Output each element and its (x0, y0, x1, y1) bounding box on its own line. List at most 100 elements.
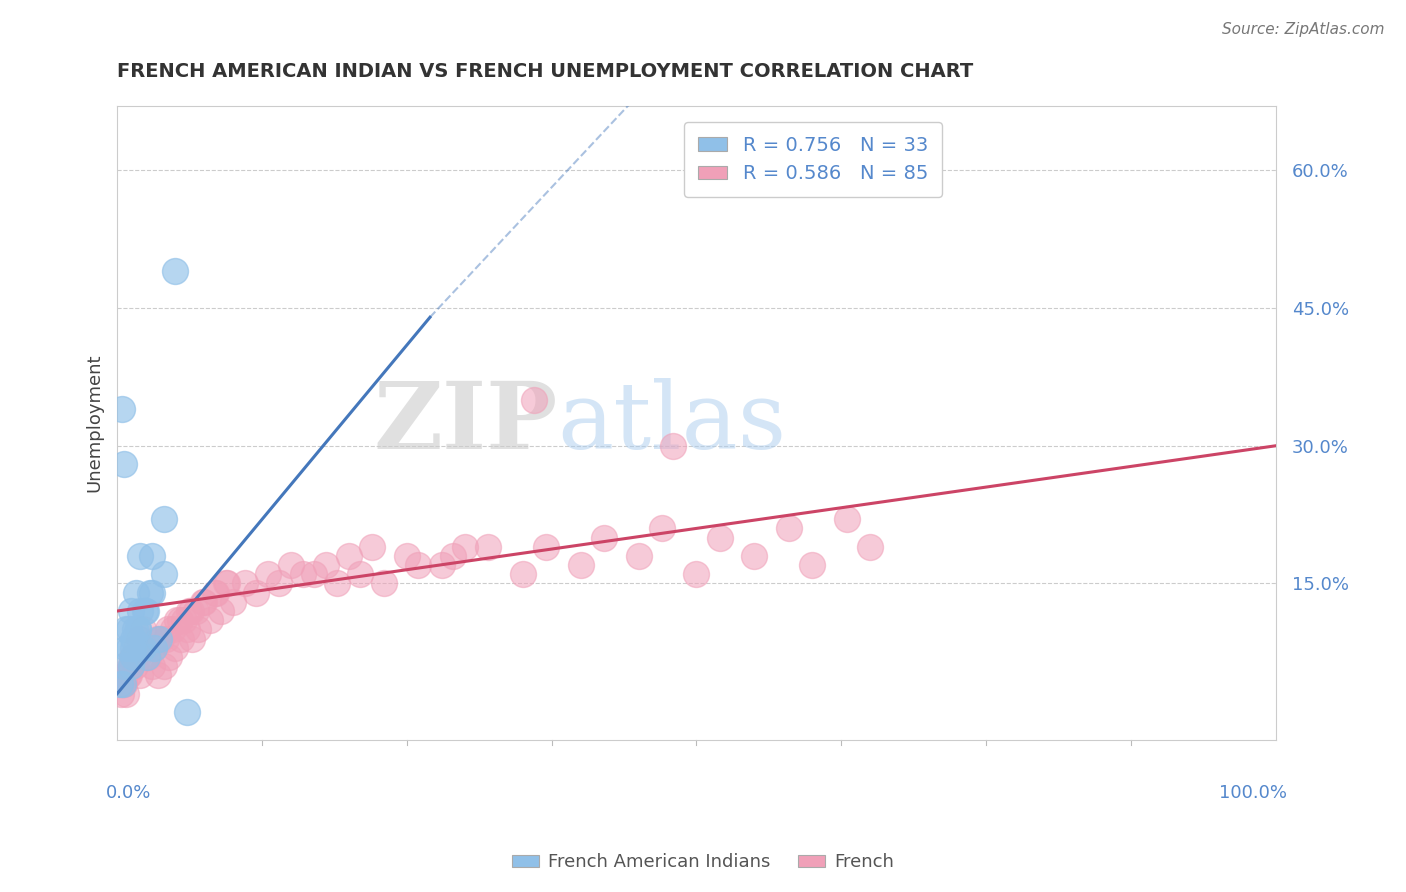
Point (131, 623, 153, 637)
Y-axis label: Unemployment: Unemployment (86, 353, 103, 492)
Point (117, 668, 139, 682)
Point (150, 632, 173, 646)
Point (180, 604, 202, 618)
Point (110, 687, 132, 701)
Point (835, 512, 858, 526)
Point (129, 668, 152, 682)
Point (233, 576, 256, 591)
Point (859, 540, 882, 554)
Point (176, 623, 198, 637)
Point (651, 521, 673, 535)
Point (395, 549, 418, 563)
Point (111, 677, 134, 691)
Point (118, 640, 141, 655)
Text: ZIP: ZIP (373, 378, 557, 467)
Point (112, 677, 135, 691)
Point (138, 585, 160, 599)
Point (215, 576, 238, 591)
Point (143, 640, 166, 655)
Point (685, 567, 707, 582)
Text: atlas: atlas (557, 378, 787, 467)
Point (627, 549, 650, 563)
Point (131, 640, 153, 655)
Point (135, 640, 157, 655)
Point (120, 659, 142, 673)
Point (145, 632, 167, 646)
Point (534, 540, 557, 554)
Point (173, 613, 195, 627)
Point (125, 640, 148, 655)
Point (157, 623, 180, 637)
Point (191, 595, 214, 609)
Point (127, 623, 149, 637)
Text: 0.0%: 0.0% (105, 784, 150, 802)
Point (222, 595, 245, 609)
Point (193, 595, 215, 609)
Point (184, 604, 207, 618)
Point (170, 632, 193, 646)
Point (124, 659, 146, 673)
Point (108, 677, 131, 691)
Point (115, 623, 138, 637)
Point (349, 567, 371, 582)
Point (709, 531, 731, 545)
Point (245, 585, 267, 599)
Point (141, 659, 163, 673)
Point (148, 632, 170, 646)
Point (176, 705, 198, 719)
Point (136, 649, 159, 664)
Point (115, 687, 138, 701)
Point (217, 576, 239, 591)
Point (146, 668, 169, 682)
Point (152, 567, 174, 582)
Point (118, 623, 141, 637)
Point (134, 640, 156, 655)
Point (111, 677, 134, 691)
Point (128, 632, 150, 646)
Legend: R = 0.756   N = 33, R = 0.586   N = 85: R = 0.756 N = 33, R = 0.586 N = 85 (685, 122, 942, 197)
Point (801, 558, 824, 573)
Point (204, 585, 226, 599)
Point (441, 549, 464, 563)
Point (122, 649, 145, 664)
Point (120, 604, 142, 618)
Point (118, 659, 141, 673)
Point (135, 604, 157, 618)
Point (198, 613, 221, 627)
Point (152, 512, 174, 526)
Point (138, 649, 160, 664)
Point (569, 558, 592, 573)
Point (523, 392, 546, 407)
Point (111, 677, 134, 691)
Point (120, 659, 142, 673)
Point (169, 613, 191, 627)
Text: FRENCH AMERICAN INDIAN VS FRENCH UNEMPLOYMENT CORRELATION CHART: FRENCH AMERICAN INDIAN VS FRENCH UNEMPLO… (117, 62, 973, 81)
Point (114, 668, 136, 682)
Point (118, 668, 141, 682)
Point (373, 576, 395, 591)
Point (152, 659, 174, 673)
Point (302, 567, 325, 582)
Point (454, 540, 477, 554)
Point (408, 558, 430, 573)
Point (115, 640, 138, 655)
Point (125, 585, 148, 599)
Point (662, 439, 685, 453)
Point (111, 402, 134, 417)
Point (256, 567, 278, 582)
Point (141, 549, 163, 563)
Text: 100.0%: 100.0% (1219, 784, 1288, 802)
Point (315, 558, 337, 573)
Point (127, 649, 149, 664)
Point (165, 264, 187, 278)
Point (337, 549, 360, 563)
Point (177, 604, 200, 618)
Point (430, 558, 453, 573)
Point (127, 623, 149, 637)
Point (204, 585, 226, 599)
Point (143, 640, 166, 655)
Legend: French American Indians, French: French American Indians, French (505, 847, 901, 879)
Point (124, 623, 146, 637)
Point (121, 649, 143, 664)
Point (122, 632, 145, 646)
